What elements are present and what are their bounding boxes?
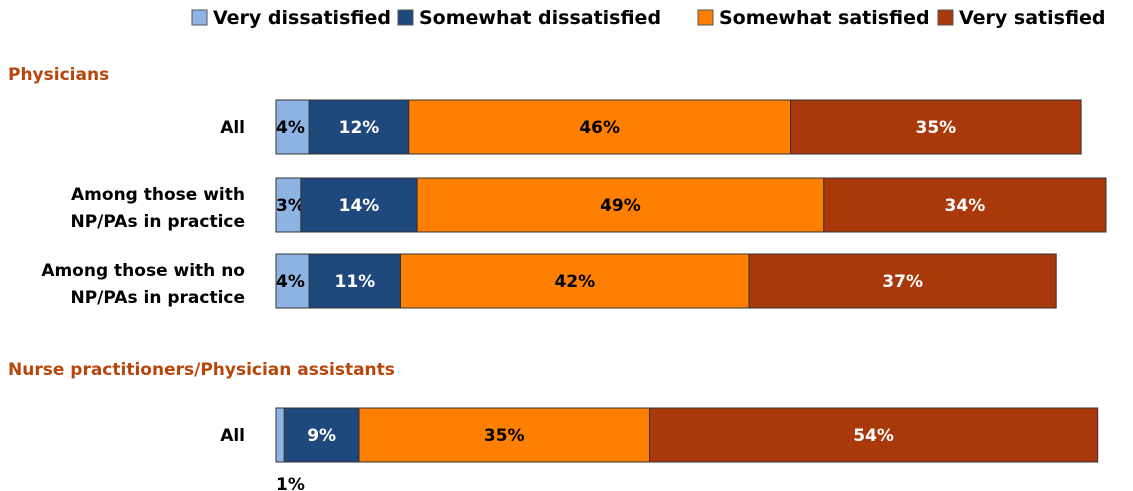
bar-segment-0-2-1 <box>308 253 402 309</box>
value-label-0-2-3: 37% <box>882 272 923 292</box>
bar-segment-0-1-2 <box>416 177 825 233</box>
value-label-0-0-3: 35% <box>915 118 956 138</box>
bar-segment-0-0-2 <box>408 99 792 155</box>
bar-segment-0-1-1 <box>300 177 418 233</box>
bar-segment-0-0-0 <box>275 99 310 155</box>
legend-swatch-1 <box>397 9 414 26</box>
legend-swatch-2 <box>697 9 714 26</box>
row-label-0-1-0: Among those with <box>71 185 245 205</box>
value-label-0-1-1: 14% <box>339 196 380 216</box>
value-label-1-0-3: 54% <box>853 426 894 446</box>
value-label-1-0-1: 9% <box>307 426 336 446</box>
legend-label-3: Very satisfied <box>959 7 1106 29</box>
value-label-1-0-2: 35% <box>484 426 525 446</box>
value-label-1-0-0: 1% <box>276 475 305 491</box>
legend-swatch-3 <box>937 9 954 26</box>
value-label-0-2-0: 4% <box>276 272 305 292</box>
value-label-0-0-2: 46% <box>579 118 620 138</box>
row-label-0-2-1: NP/PAs in practice <box>71 288 246 308</box>
bar-segment-0-2-2 <box>400 253 750 309</box>
bar-segment-1-0-3 <box>649 407 1099 463</box>
value-label-0-1-2: 49% <box>600 196 641 216</box>
row-label-0-2-0: Among those with no <box>41 261 245 281</box>
value-label-0-0-0: 4% <box>276 118 305 138</box>
value-label-0-2-2: 42% <box>554 272 595 292</box>
value-label-0-1-0: 3% <box>276 196 305 216</box>
group-title-1: Nurse practitioners/Physician assistants <box>8 360 395 380</box>
group-title-0: Physicians <box>8 65 109 85</box>
legend-label-1: Somewhat dissatisfied <box>419 7 661 29</box>
row-label-0-0-0: All <box>220 118 245 138</box>
bar-segment-1-0-2 <box>358 407 650 463</box>
bar-segment-1-0-1 <box>283 407 360 463</box>
value-label-0-1-3: 34% <box>945 196 986 216</box>
value-label-0-0-1: 12% <box>339 118 380 138</box>
legend-label-0: Very dissatisfied <box>213 7 391 29</box>
bar-segment-0-0-1 <box>308 99 410 155</box>
row-label-0-1-1: NP/PAs in practice <box>71 212 246 232</box>
bar-segment-0-1-0 <box>275 177 302 233</box>
legend-label-2: Somewhat satisfied <box>719 7 930 29</box>
value-label-0-2-1: 11% <box>334 272 375 292</box>
bar-segment-1-0-0 <box>275 407 285 463</box>
bar-segment-0-2-3 <box>748 253 1057 309</box>
bar-segment-0-1-3 <box>823 177 1107 233</box>
bar-segment-0-2-0 <box>275 253 310 309</box>
bar-segment-0-0-3 <box>790 99 1082 155</box>
legend-swatch-0 <box>191 9 208 26</box>
row-label-1-0-0: All <box>220 426 245 446</box>
